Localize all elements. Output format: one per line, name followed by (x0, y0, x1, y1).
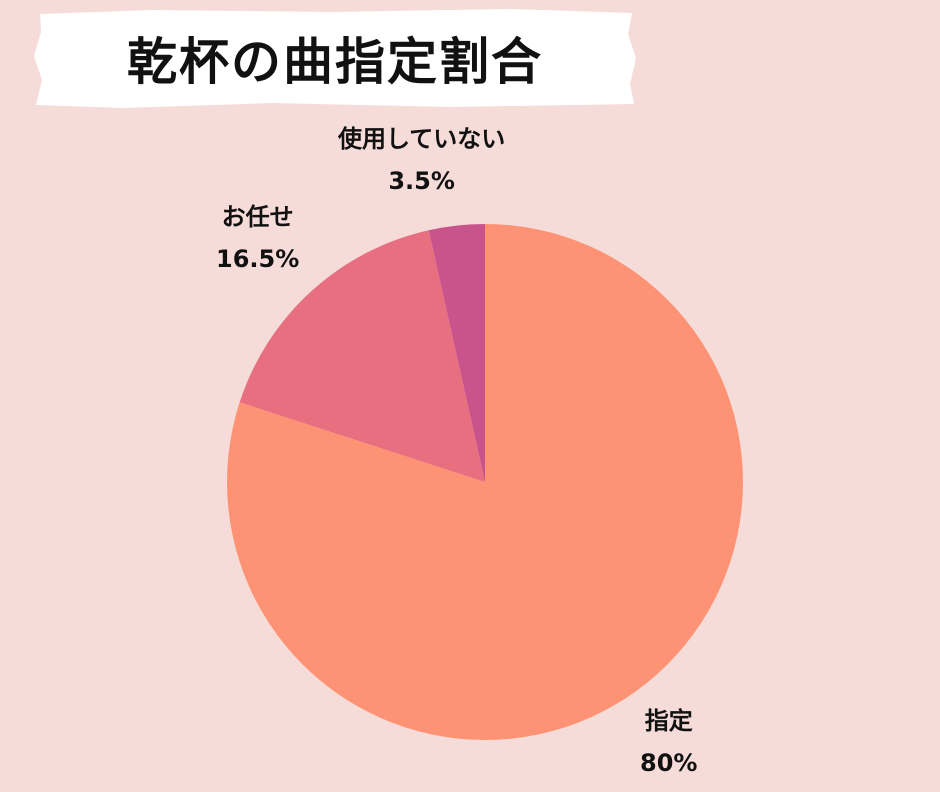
slice-label-name: お任せ (221, 203, 294, 231)
slice-label-value: 80% (640, 749, 698, 777)
chart-title: 乾杯の曲指定割合 (127, 33, 543, 91)
slice-label-value: 16.5% (216, 245, 300, 273)
slice-label-name: 指定 (644, 707, 693, 735)
title-banner: 乾杯の曲指定割合 (32, 6, 638, 110)
slice-label-value: 3.5% (388, 167, 455, 195)
slice-label-omakase: お任せ 16.5% (216, 196, 299, 280)
brush-stroke-background (34, 9, 636, 108)
pie-slice-omakase (239, 230, 485, 482)
slice-label-shitei: 指定 80% (640, 700, 697, 784)
pie-slice-not-used (428, 224, 485, 482)
slice-label-name: 使用していない (338, 125, 506, 153)
slice-label-not-used: 使用していない 3.5% (338, 118, 505, 202)
